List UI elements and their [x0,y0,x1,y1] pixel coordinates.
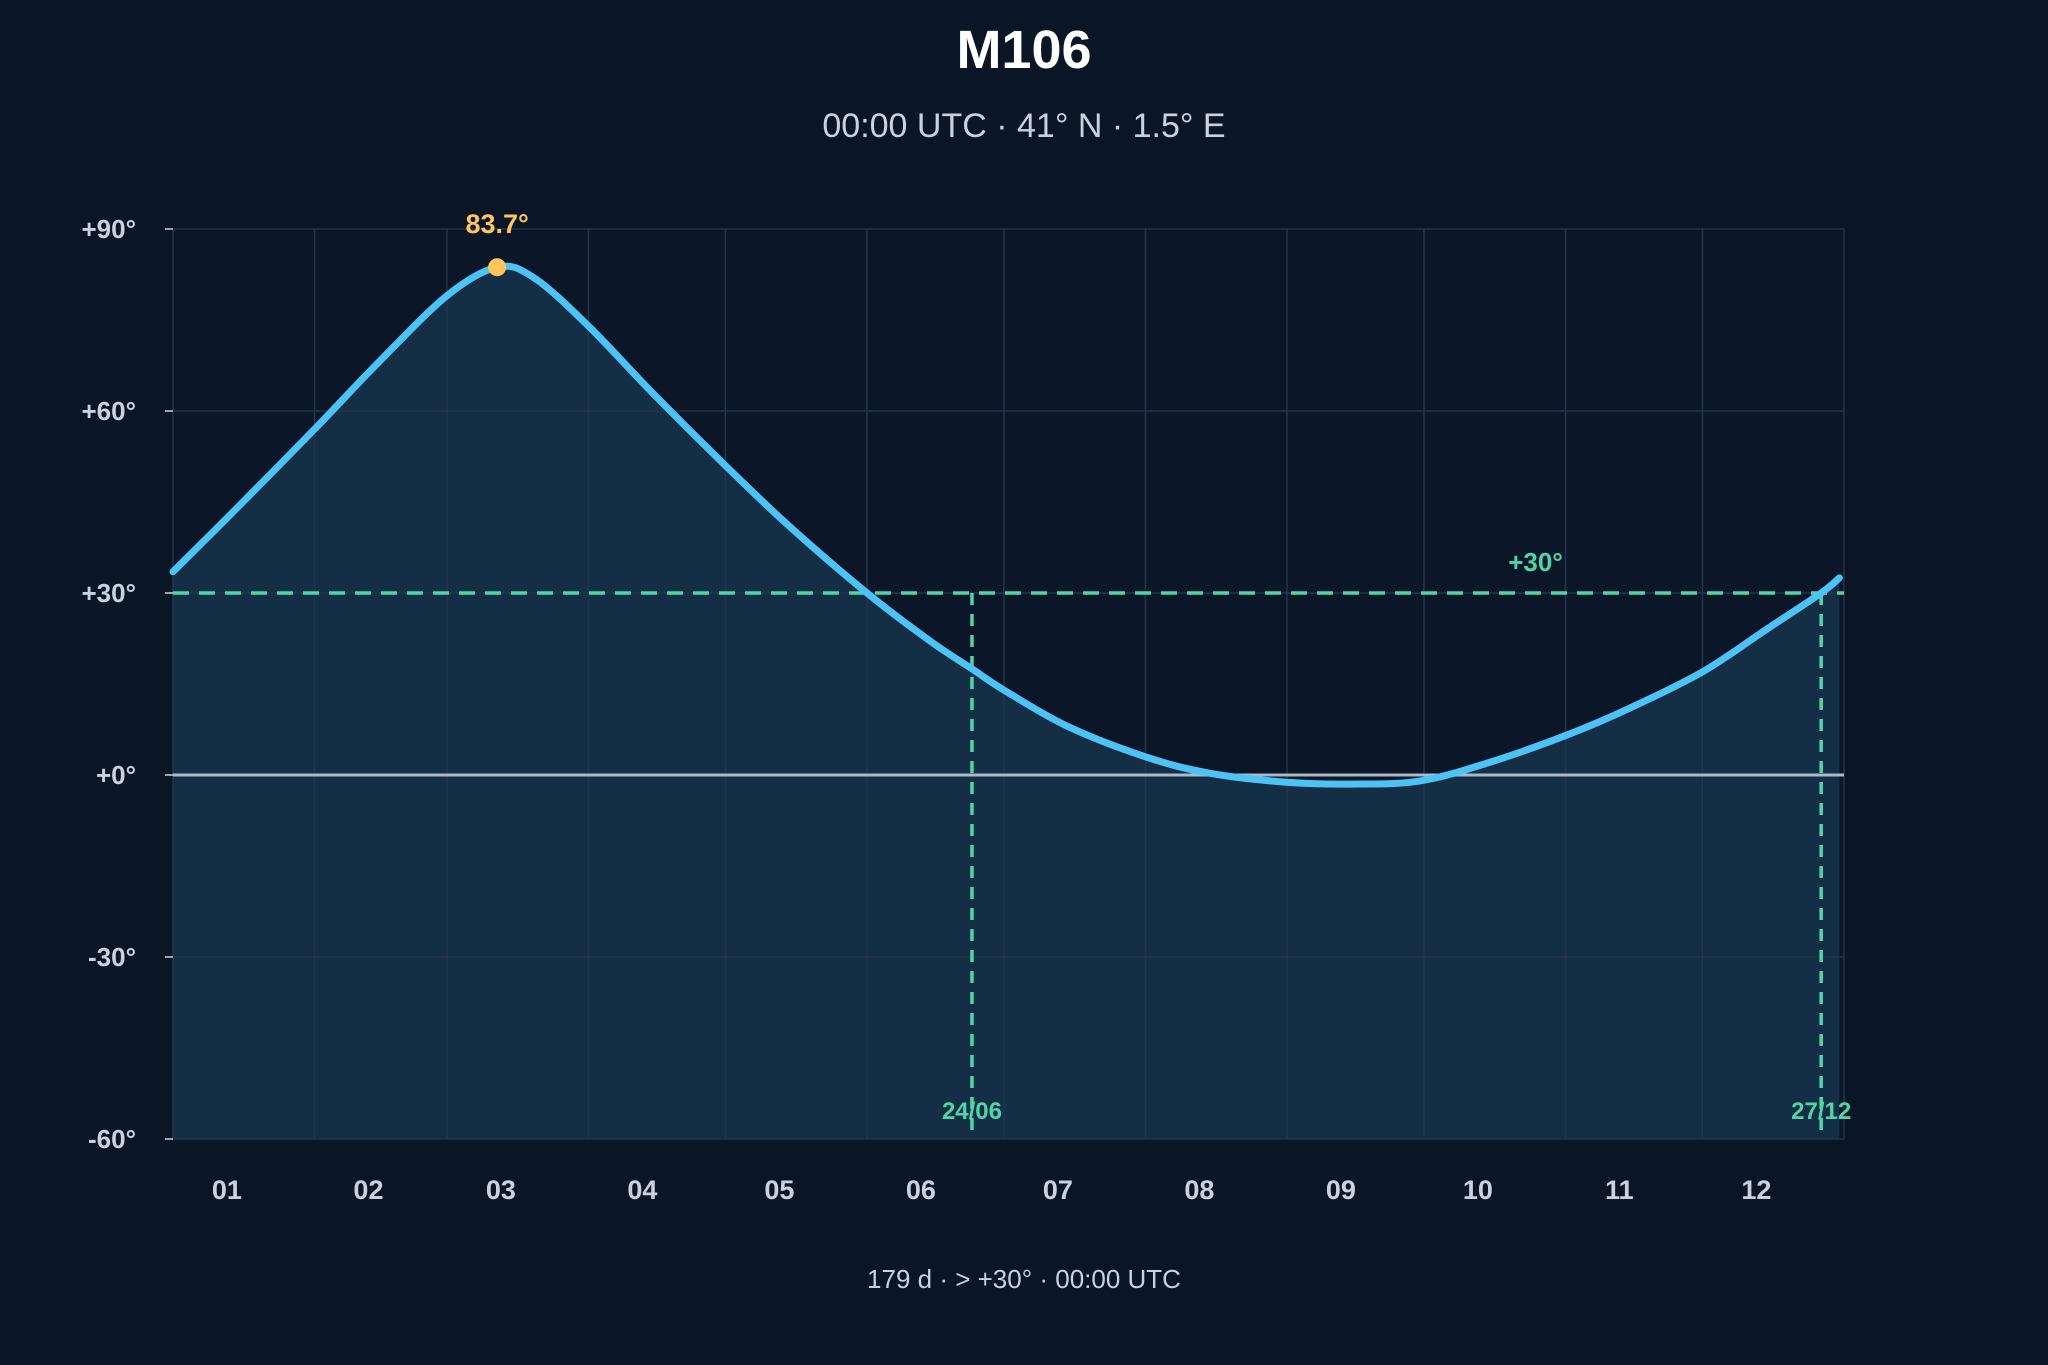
x-tick-label: 03 [486,1175,516,1205]
crossing-label: 24/06 [942,1098,1002,1125]
area-fill [173,266,1840,1139]
x-tick-label: 02 [353,1175,383,1205]
chart-title: M106 [956,20,1091,80]
y-tick-label: +0° [96,760,136,790]
x-tick-label: 01 [212,1175,242,1205]
x-tick-label: 05 [764,1175,794,1205]
x-tick-label: 10 [1463,1175,1493,1205]
x-tick-label: 11 [1605,1175,1634,1205]
x-tick-label: 06 [906,1175,936,1205]
y-tick-label: -30° [88,942,136,972]
y-tick-label: +30° [81,578,136,608]
chart-subtitle: 00:00 UTC · 41° N · 1.5° E [822,107,1225,145]
threshold-label: +30° [1508,547,1563,577]
peak-point [488,258,507,277]
y-tick-label: +60° [81,396,136,426]
x-tick-label: 12 [1741,1175,1771,1205]
y-tick-label: -60° [88,1124,136,1154]
x-axis-ticks: 01 02 03 04 05 06 07 08 09 10 11 12 [212,1175,1772,1205]
crossings: 24/06 27/12 [942,593,1851,1131]
crossing-label: 27/12 [1791,1098,1851,1125]
series-line [169,262,1843,788]
y-axis-ticks: +90° +60° +30° +0° -30° -60° [81,214,173,1154]
y-tick-label: +90° [81,214,136,244]
x-tick-label: 08 [1184,1175,1214,1205]
x-tick-label: 09 [1326,1175,1356,1205]
peak-label: 83.7° [465,209,528,239]
grid [172,228,1845,1140]
chart-footer: 179 d · > +30° · 00:00 UTC [867,1264,1181,1294]
x-tick-label: 07 [1043,1175,1073,1205]
x-tick-label: 04 [627,1175,657,1205]
